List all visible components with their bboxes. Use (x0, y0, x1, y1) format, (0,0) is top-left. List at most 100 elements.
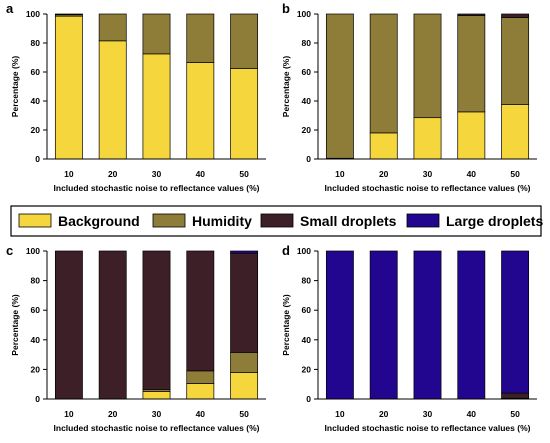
y-tick-label: 80 (31, 276, 41, 286)
legend-swatch-background (18, 213, 52, 228)
x-tick-label: 10 (64, 409, 74, 419)
legend-label-humidity: Humidity (192, 213, 252, 229)
y-axis-label: Percentage (%) (281, 56, 291, 118)
y-tick-label: 40 (302, 335, 312, 345)
bar-segment-background (369, 132, 398, 160)
y-tick-label: 80 (302, 276, 312, 286)
bar-segment-small_droplets (501, 392, 530, 399)
bar-segment-small_droplets (501, 13, 530, 18)
x-tick-label: 30 (423, 409, 433, 419)
x-tick-label: 10 (335, 409, 345, 419)
y-tick-label: 100 (26, 9, 40, 19)
bar-segment-background (54, 15, 83, 160)
bar-segment-large_droplets (501, 250, 530, 394)
panel-letter: a (6, 1, 14, 16)
bar-segment-large_droplets (413, 250, 442, 400)
bar-segment-humidity (186, 370, 215, 384)
x-tick-label: 50 (510, 169, 520, 179)
x-tick-label: 40 (196, 169, 206, 179)
bar-segment-background (186, 383, 215, 400)
y-tick-label: 20 (302, 364, 312, 374)
bar-segment-humidity (413, 13, 442, 119)
bar-segment-humidity (325, 13, 354, 159)
x-axis-label: Included stochastic noise to reflectance… (54, 423, 260, 433)
legend-label-large_droplets: Large droplets (446, 213, 543, 229)
bar-segment-large_droplets (230, 250, 259, 254)
y-tick-label: 0 (35, 154, 40, 164)
bar-segment-background (186, 62, 215, 160)
x-axis-label: Included stochastic noise to reflectance… (325, 423, 531, 433)
y-tick-label: 20 (31, 125, 41, 135)
x-tick-label: 20 (379, 409, 389, 419)
bar-segment-small_droplets (142, 250, 171, 390)
chart-panel-a: a 10 20 30 40 50 0 20 40 60 80 100 Included stochast… (6, 1, 266, 193)
bar-segment-small_droplets (98, 250, 127, 400)
panel-letter: d (282, 243, 290, 258)
x-tick-label: 20 (108, 409, 118, 419)
x-tick-label: 40 (467, 409, 477, 419)
bar-segment-humidity (501, 17, 530, 105)
bar-segment-humidity (142, 13, 171, 55)
y-tick-label: 40 (302, 96, 312, 106)
bar-segment-background (98, 40, 127, 160)
x-tick-label: 20 (379, 169, 389, 179)
bar-segment-small_droplets (54, 250, 83, 400)
bar-segment-background (457, 111, 486, 160)
x-tick-label: 40 (196, 409, 206, 419)
y-tick-label: 40 (31, 335, 41, 345)
y-tick-label: 60 (302, 67, 312, 77)
bar-segment-small_droplets (54, 13, 83, 16)
y-tick-label: 0 (306, 394, 311, 404)
legend-swatch-humidity (152, 213, 186, 228)
bar-segment-humidity (186, 13, 215, 63)
x-tick-label: 30 (152, 169, 162, 179)
y-axis-label: Percentage (%) (281, 294, 291, 356)
panel-letter: c (6, 243, 13, 258)
bar-segment-small_droplets (457, 13, 486, 16)
y-tick-label: 20 (302, 125, 312, 135)
bar-segment-large_droplets (325, 250, 354, 400)
legend-swatch-large_droplets (406, 213, 440, 228)
bar-segment-background (413, 117, 442, 160)
bar-segment-humidity (230, 352, 259, 373)
y-tick-label: 0 (306, 154, 311, 164)
x-tick-label: 40 (467, 169, 477, 179)
bar-segment-background (142, 53, 171, 160)
x-tick-label: 50 (239, 409, 249, 419)
x-axis-label: Included stochastic noise to reflectance… (54, 183, 260, 193)
x-tick-label: 30 (152, 409, 162, 419)
legend-label-small_droplets: Small droplets (300, 213, 397, 229)
bar-segment-background (230, 68, 259, 160)
bar-segment-humidity (98, 13, 127, 42)
chart-panel-d: d 10 20 30 40 50 0 20 40 60 80 100 Included stochast… (281, 243, 537, 433)
x-tick-label: 10 (335, 169, 345, 179)
legend: Background Humidity Small droplets Large dr… (10, 205, 543, 237)
bar-segment-humidity (457, 15, 486, 113)
chart-panel-c: c 10 20 30 40 50 0 20 40 60 80 100 Included stochast… (6, 243, 266, 433)
x-tick-label: 20 (108, 169, 118, 179)
y-tick-label: 100 (297, 246, 311, 256)
bar-segment-small_droplets (186, 250, 215, 372)
y-tick-label: 20 (31, 364, 41, 374)
bar-segment-large_droplets (457, 250, 486, 400)
x-axis-label: Included stochastic noise to reflectance… (325, 183, 531, 193)
x-tick-label: 50 (239, 169, 249, 179)
bar-segment-background (230, 372, 259, 400)
x-tick-label: 50 (510, 409, 520, 419)
y-tick-label: 60 (31, 305, 41, 315)
bar-segment-background (501, 104, 530, 160)
y-axis-label: Percentage (%) (10, 294, 20, 356)
panel-letter: b (282, 1, 290, 16)
chart-panel-b: b 10 20 30 40 50 0 20 40 60 80 100 Included stochast… (281, 1, 537, 193)
y-tick-label: 0 (35, 394, 40, 404)
legend-swatch-small_droplets (260, 213, 294, 228)
y-tick-label: 60 (31, 67, 41, 77)
y-tick-label: 80 (31, 38, 41, 48)
y-tick-label: 60 (302, 305, 312, 315)
y-tick-label: 100 (26, 246, 40, 256)
bar-segment-humidity (230, 13, 259, 69)
x-tick-label: 10 (64, 169, 74, 179)
bar-segment-humidity (369, 13, 398, 134)
